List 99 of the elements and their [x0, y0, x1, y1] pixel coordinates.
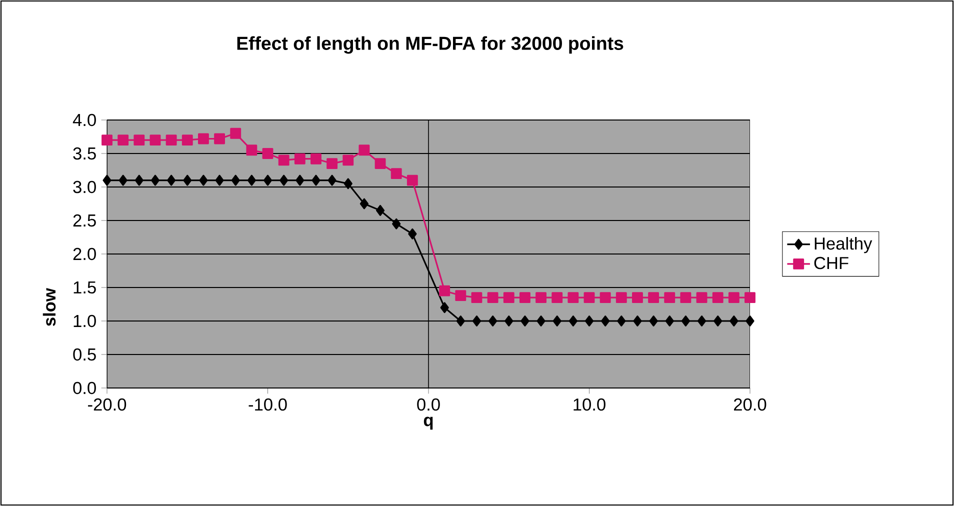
point: [342, 154, 354, 166]
legend-label: Healthy: [814, 236, 872, 254]
x-tick-label: 10.0: [574, 398, 606, 411]
point: [439, 285, 450, 296]
point: [328, 174, 336, 186]
point: [150, 174, 160, 186]
y-tick-label: 4.0: [72, 114, 96, 126]
point: [118, 134, 129, 146]
point: [263, 174, 272, 186]
point: [730, 316, 738, 326]
point: [504, 316, 514, 326]
x-axis-title: q: [424, 416, 433, 430]
point: [215, 174, 224, 186]
chart-title: Effect of length on MF-DFA for 32000 points: [237, 36, 624, 54]
point: [714, 316, 722, 326]
y-tick-label: 1.0: [74, 314, 96, 328]
point: [344, 178, 352, 190]
point: [601, 316, 610, 326]
point: [487, 292, 498, 304]
point: [102, 174, 112, 186]
point: [358, 144, 370, 156]
y-tick-label: 0.5: [73, 348, 96, 361]
point: [150, 134, 161, 146]
point: [231, 174, 240, 186]
point: [568, 316, 578, 326]
point: [406, 174, 418, 186]
point: [712, 292, 724, 304]
point: [440, 302, 449, 314]
point: [456, 316, 465, 326]
point: [167, 174, 176, 186]
point: [280, 174, 288, 186]
point: [390, 168, 402, 180]
point: [568, 292, 579, 304]
point: [503, 292, 514, 304]
point: [536, 316, 546, 326]
point: [102, 134, 112, 146]
point: [664, 292, 676, 304]
point: [584, 316, 594, 326]
point: [681, 316, 690, 326]
x-tick-label: -10.0: [248, 398, 287, 411]
x-tick-label: 20.0: [734, 398, 766, 411]
point: [520, 316, 530, 326]
point: [118, 174, 128, 186]
point: [600, 292, 611, 304]
point: [326, 158, 338, 170]
point: [166, 134, 177, 146]
point: [408, 228, 417, 240]
point: [312, 174, 320, 186]
point: [199, 174, 208, 186]
point: [552, 316, 562, 326]
point: [262, 148, 274, 159]
x-tick-label: 0.0: [417, 398, 440, 411]
point: [519, 292, 530, 304]
point: [665, 316, 674, 326]
point: [182, 134, 193, 146]
point: [296, 174, 304, 186]
point: [134, 134, 145, 146]
point: [744, 292, 756, 304]
point: [214, 133, 225, 144]
y-tick-label: 1.5: [74, 281, 96, 294]
point: [230, 128, 242, 139]
point: [455, 290, 466, 301]
point: [584, 292, 595, 304]
point: [183, 174, 192, 186]
point: [617, 316, 626, 326]
point: [134, 174, 144, 186]
point: [360, 198, 369, 210]
point: [649, 316, 658, 326]
point: [198, 133, 209, 144]
point: [536, 292, 546, 304]
point: [632, 292, 643, 304]
point: [552, 292, 563, 304]
point: [310, 153, 322, 164]
point: [247, 174, 256, 186]
point: [374, 158, 386, 170]
x-tick-label: -20.0: [88, 398, 126, 411]
point: [616, 292, 627, 304]
y-tick-label: 3.5: [73, 147, 96, 160]
legend-label: CHF: [814, 256, 848, 270]
point: [278, 154, 290, 166]
point: [746, 316, 754, 326]
y-tick-label: 3.0: [73, 180, 96, 194]
point: [471, 292, 482, 304]
y-tick-label: 2.5: [73, 214, 96, 227]
y-axis-title: slow: [42, 288, 56, 326]
point: [633, 316, 642, 326]
point: [696, 292, 708, 304]
point: [728, 292, 740, 304]
y-tick-label: 0.0: [73, 382, 96, 394]
point: [376, 204, 385, 216]
point: [697, 316, 706, 326]
point: [488, 316, 498, 326]
point: [246, 144, 258, 156]
y-tick-label: 2.0: [73, 248, 96, 260]
point: [472, 316, 482, 326]
point: [648, 292, 660, 304]
point: [392, 218, 401, 230]
point: [294, 153, 306, 164]
point: [680, 292, 692, 304]
